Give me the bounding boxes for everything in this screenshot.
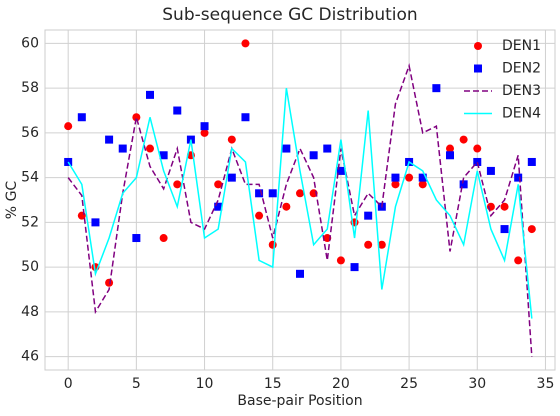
marker xyxy=(255,211,264,220)
marker xyxy=(132,113,141,122)
marker xyxy=(405,173,414,182)
legend-marker xyxy=(474,42,482,50)
marker xyxy=(446,144,454,153)
marker xyxy=(418,180,427,189)
marker xyxy=(132,234,141,243)
marker xyxy=(459,180,468,189)
marker xyxy=(159,151,168,160)
x-tick-label: 10 xyxy=(196,376,214,392)
x-tick-label: 0 xyxy=(64,376,73,392)
x-tick-label: 30 xyxy=(468,376,486,392)
marker xyxy=(296,189,304,198)
marker xyxy=(77,113,86,122)
plot-area xyxy=(44,29,556,371)
marker xyxy=(514,173,523,182)
marker xyxy=(323,144,332,153)
marker xyxy=(227,173,236,182)
marker xyxy=(146,144,154,153)
marker xyxy=(432,84,441,93)
y-tick-label: 60 xyxy=(21,35,39,51)
marker xyxy=(527,225,536,234)
x-tick-label: 20 xyxy=(332,376,350,392)
marker xyxy=(200,128,209,137)
marker xyxy=(118,144,127,153)
marker xyxy=(391,180,400,189)
marker xyxy=(500,225,509,234)
marker xyxy=(105,278,114,287)
legend-label: DEN3 xyxy=(502,83,541,99)
x-axis-label: Base-pair Position xyxy=(237,393,362,409)
marker xyxy=(459,135,468,144)
y-tick-label: 56 xyxy=(21,125,39,141)
marker xyxy=(391,173,400,182)
marker xyxy=(364,240,373,249)
legend-label: DEN2 xyxy=(502,61,541,77)
marker xyxy=(377,240,386,249)
marker xyxy=(255,189,264,198)
marker xyxy=(200,122,209,131)
marker xyxy=(214,180,223,189)
marker xyxy=(91,218,100,227)
marker xyxy=(173,180,182,189)
marker xyxy=(473,144,482,153)
marker xyxy=(296,269,304,278)
marker xyxy=(105,135,114,144)
y-tick-label: 46 xyxy=(21,349,39,365)
marker xyxy=(486,166,495,175)
marker xyxy=(446,151,454,160)
marker xyxy=(350,263,359,272)
y-tick-label: 48 xyxy=(21,304,39,320)
marker xyxy=(500,202,509,211)
marker xyxy=(241,113,250,122)
x-tick-label: 25 xyxy=(400,376,418,392)
marker xyxy=(146,90,154,99)
marker xyxy=(241,39,250,48)
marker xyxy=(514,256,523,265)
marker xyxy=(364,211,373,220)
marker xyxy=(159,234,168,243)
x-tick-label: 15 xyxy=(264,376,282,392)
marker xyxy=(473,157,482,166)
marker xyxy=(227,135,236,144)
marker xyxy=(282,202,291,211)
marker xyxy=(282,144,291,153)
legend-label: DEN1 xyxy=(502,38,541,54)
y-axis-label: % GC xyxy=(4,181,20,220)
marker xyxy=(336,166,345,175)
marker xyxy=(309,151,318,160)
marker xyxy=(268,189,277,198)
legend-marker xyxy=(474,64,482,73)
marker xyxy=(268,240,277,249)
x-tick-label: 5 xyxy=(132,376,141,392)
y-tick-label: 54 xyxy=(21,170,39,186)
y-tick-label: 58 xyxy=(21,80,39,96)
marker xyxy=(214,202,223,211)
marker xyxy=(418,173,427,182)
marker xyxy=(336,256,345,265)
marker xyxy=(527,157,536,166)
marker xyxy=(64,122,73,131)
x-tick-label: 35 xyxy=(537,376,555,392)
legend-label: DEN4 xyxy=(502,106,541,122)
y-tick-label: 52 xyxy=(21,214,39,230)
chart-title: Sub-sequence GC Distribution xyxy=(162,5,417,25)
y-tick-label: 50 xyxy=(21,259,39,275)
marker xyxy=(173,106,182,115)
series-line xyxy=(67,88,533,319)
